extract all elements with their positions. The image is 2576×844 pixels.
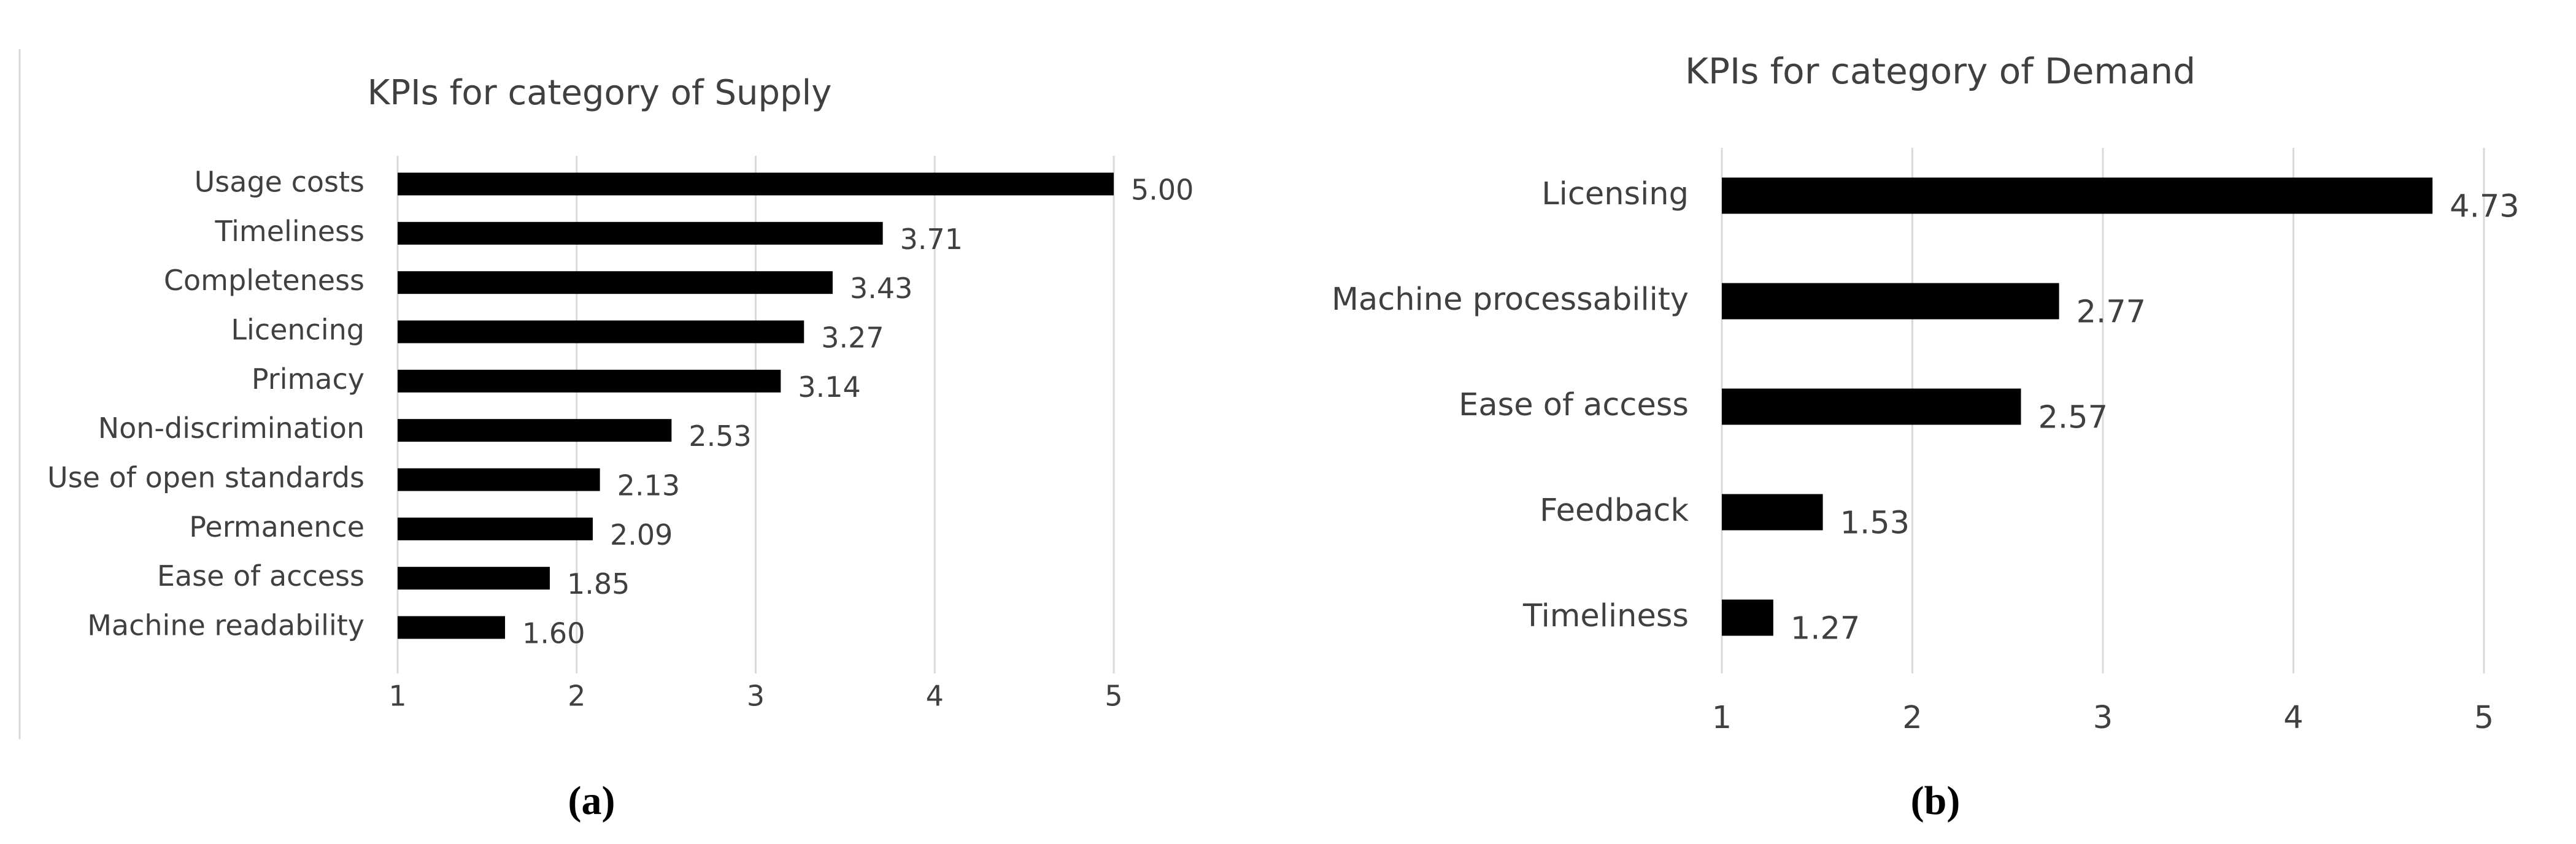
category-label: Licencing — [231, 313, 364, 347]
x-tick-label: 4 — [926, 680, 944, 713]
value-label: 1.60 — [522, 616, 585, 650]
bar — [398, 419, 672, 442]
x-tick-label: 2 — [1902, 700, 1922, 736]
bar — [398, 369, 781, 393]
chart-title: KPIs for category of Supply — [368, 73, 832, 113]
category-label: Primacy — [252, 363, 364, 396]
x-tick-label: 2 — [568, 680, 585, 713]
bar — [1722, 283, 2059, 320]
chart-title: KPIs for category of Demand — [1685, 50, 2196, 92]
value-label: 2.09 — [610, 518, 673, 551]
category-label: Licensing — [1541, 176, 1689, 212]
bar — [398, 517, 593, 540]
value-label: 3.14 — [798, 370, 860, 404]
bar — [398, 271, 833, 294]
value-label: 4.73 — [2450, 189, 2520, 225]
value-label: 2.77 — [2077, 294, 2146, 331]
value-label: 3.27 — [821, 321, 884, 354]
bar — [398, 172, 1114, 196]
category-label: Machine processability — [1332, 282, 1689, 318]
x-tick-label: 1 — [388, 680, 406, 713]
bar — [1722, 388, 2021, 425]
caption: (b) — [1911, 778, 1961, 823]
x-tick-label: 1 — [1712, 700, 1732, 736]
category-label: Permanence — [189, 510, 364, 543]
category-label: Non-discrimination — [98, 412, 364, 445]
bar — [398, 468, 600, 491]
category-label: Completeness — [164, 264, 364, 297]
bar — [398, 320, 804, 343]
bar — [398, 221, 883, 245]
category-label: Machine readability — [87, 609, 364, 642]
x-tick-label: 3 — [747, 680, 765, 713]
value-label: 3.71 — [900, 223, 963, 256]
value-label: 2.53 — [688, 420, 751, 453]
category-label: Timeliness — [214, 215, 364, 248]
category-label: Use of open standards — [47, 461, 364, 494]
value-label: 5.00 — [1131, 173, 1194, 206]
value-label: 2.13 — [617, 469, 680, 502]
x-tick-label: 4 — [2283, 700, 2303, 736]
bar — [398, 616, 506, 639]
category-label: Feedback — [1540, 493, 1689, 529]
value-label: 2.57 — [2038, 400, 2108, 436]
value-label: 3.43 — [850, 272, 912, 305]
bar — [1722, 599, 1773, 636]
x-tick-label: 3 — [2093, 700, 2113, 736]
category-label: Usage costs — [195, 166, 364, 199]
value-label: 1.85 — [567, 567, 630, 600]
category-label: Timeliness — [1522, 598, 1689, 634]
x-tick-label: 5 — [1105, 680, 1122, 713]
value-label: 1.27 — [1791, 611, 1861, 647]
bar — [1722, 494, 1823, 531]
category-label: Ease of access — [157, 559, 364, 593]
caption: (a) — [568, 778, 615, 823]
bar — [1722, 177, 2433, 214]
bar — [398, 567, 550, 590]
value-label: 1.53 — [1840, 505, 1910, 542]
category-label: Ease of access — [1459, 387, 1689, 423]
x-tick-label: 5 — [2474, 700, 2494, 736]
